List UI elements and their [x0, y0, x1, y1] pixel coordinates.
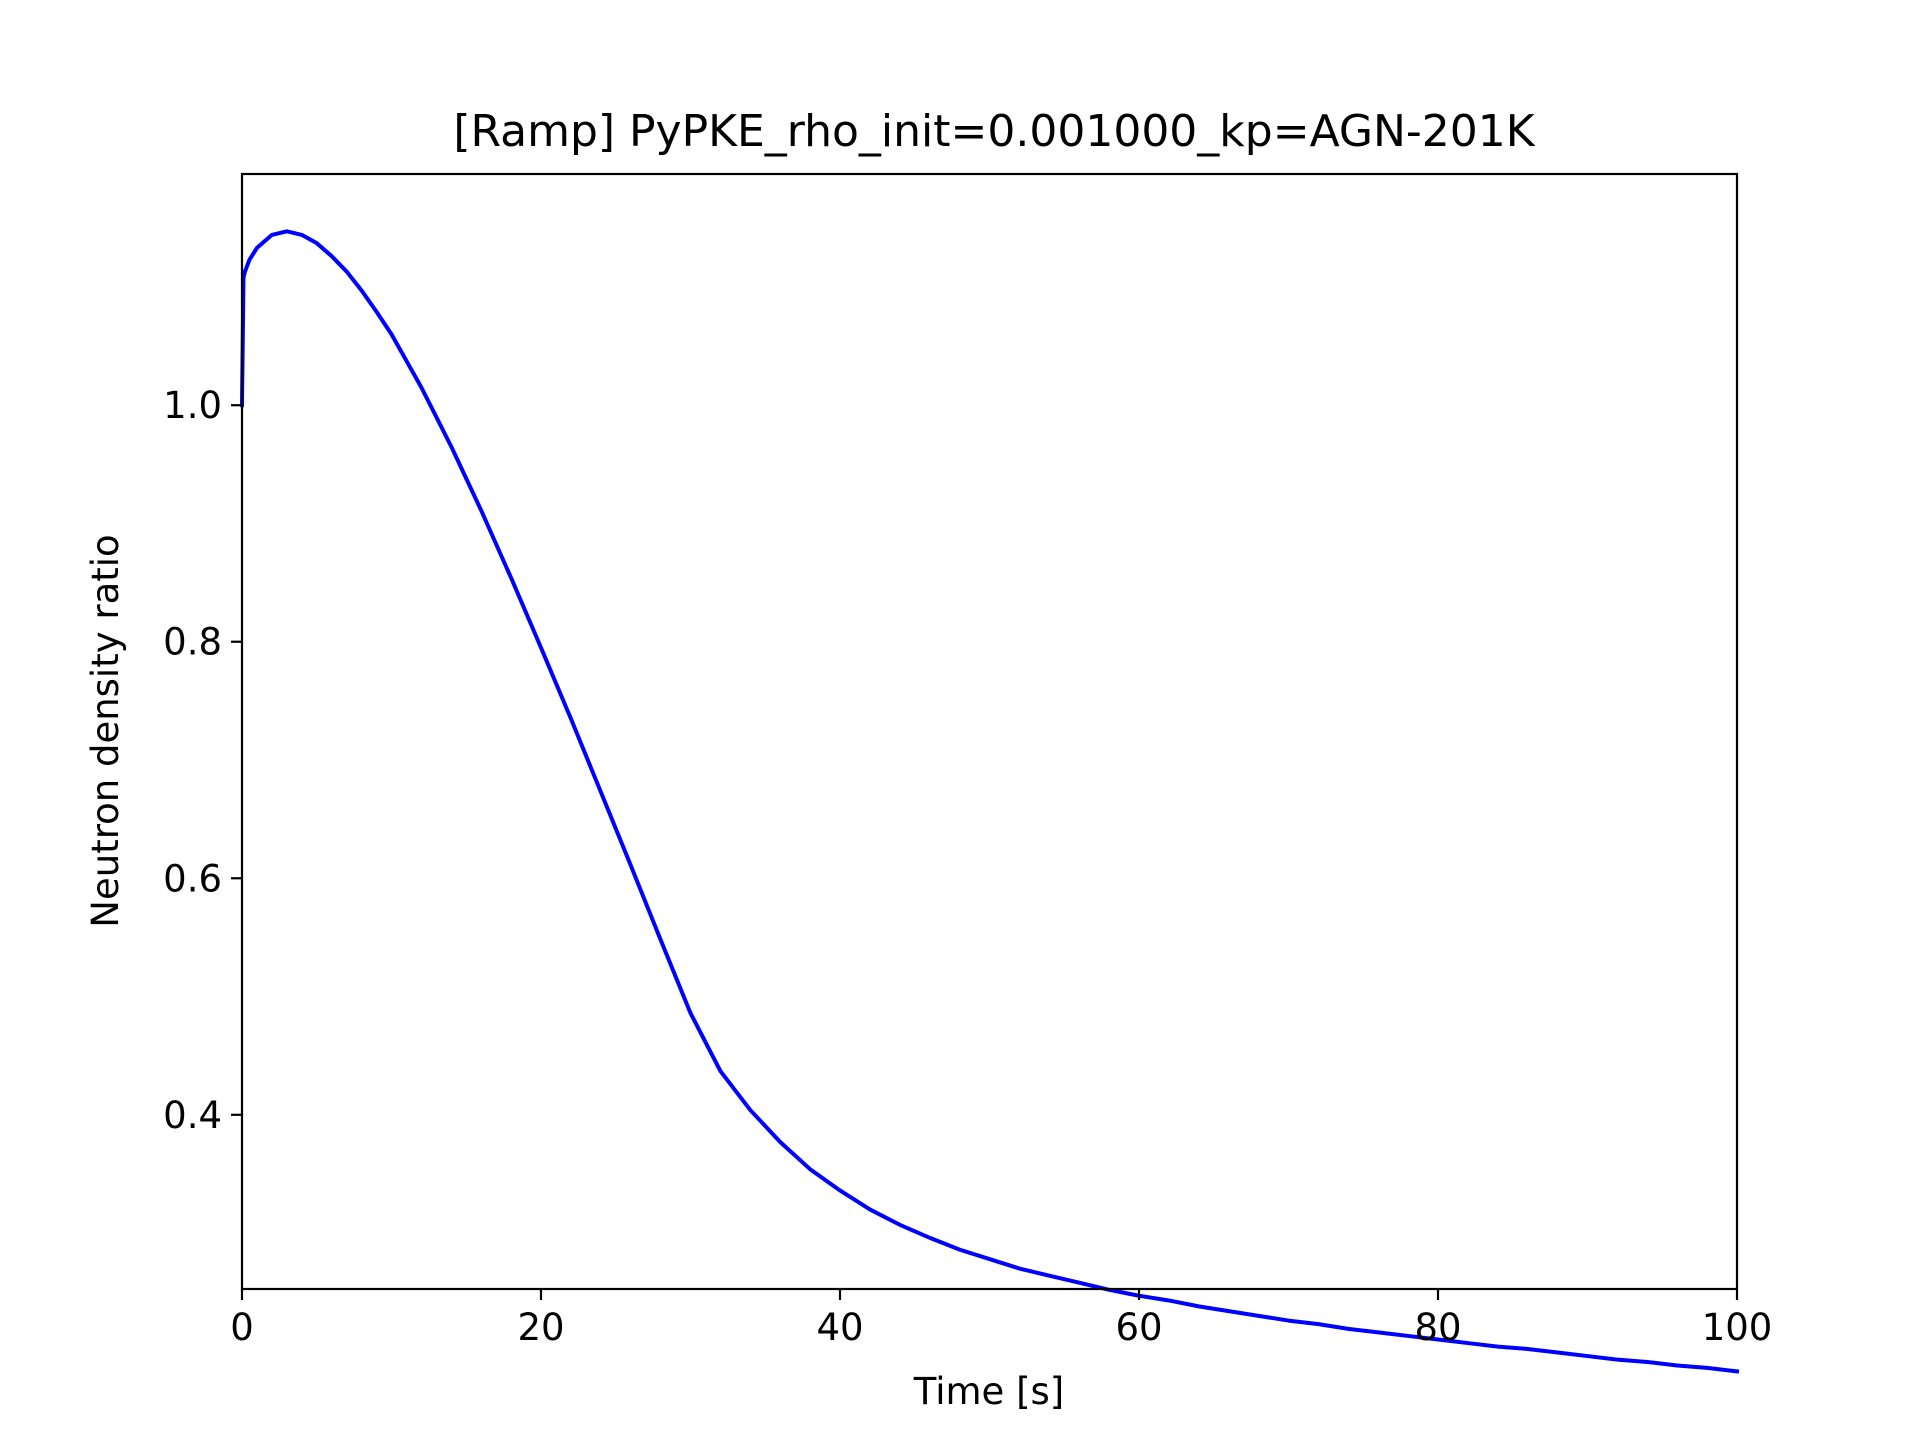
y-axis-label: Neutron density ratio [84, 534, 127, 927]
x-tick-label: 40 [816, 1306, 863, 1349]
x-tick-label: 0 [230, 1306, 254, 1349]
series-layer [239, 229, 1740, 1374]
plot-area [239, 172, 1740, 1374]
x-tick-label: 100 [1702, 1306, 1773, 1349]
x-tick-label: 20 [517, 1306, 564, 1349]
x-axis-label: Time [s] [913, 1370, 1064, 1413]
x-axis-ticks: 0 20 40 60 80 100 [230, 1289, 1772, 1349]
y-tick-label: 0.4 [163, 1094, 222, 1137]
x-tick-label: 60 [1115, 1306, 1162, 1349]
x-tick-label: 80 [1414, 1306, 1461, 1349]
chart-title: [Ramp] PyPKE_rho_init=0.001000_kp=AGN-20… [453, 106, 1535, 157]
y-tick-label: 0.6 [163, 857, 222, 900]
y-tick-label: 1.0 [163, 384, 222, 427]
axes-frame [240, 172, 1739, 1291]
y-axis-ticks: 0.4 0.6 0.8 1.0 [163, 384, 242, 1137]
series-line-0 [239, 229, 1740, 1374]
y-tick-label: 0.8 [163, 621, 222, 664]
